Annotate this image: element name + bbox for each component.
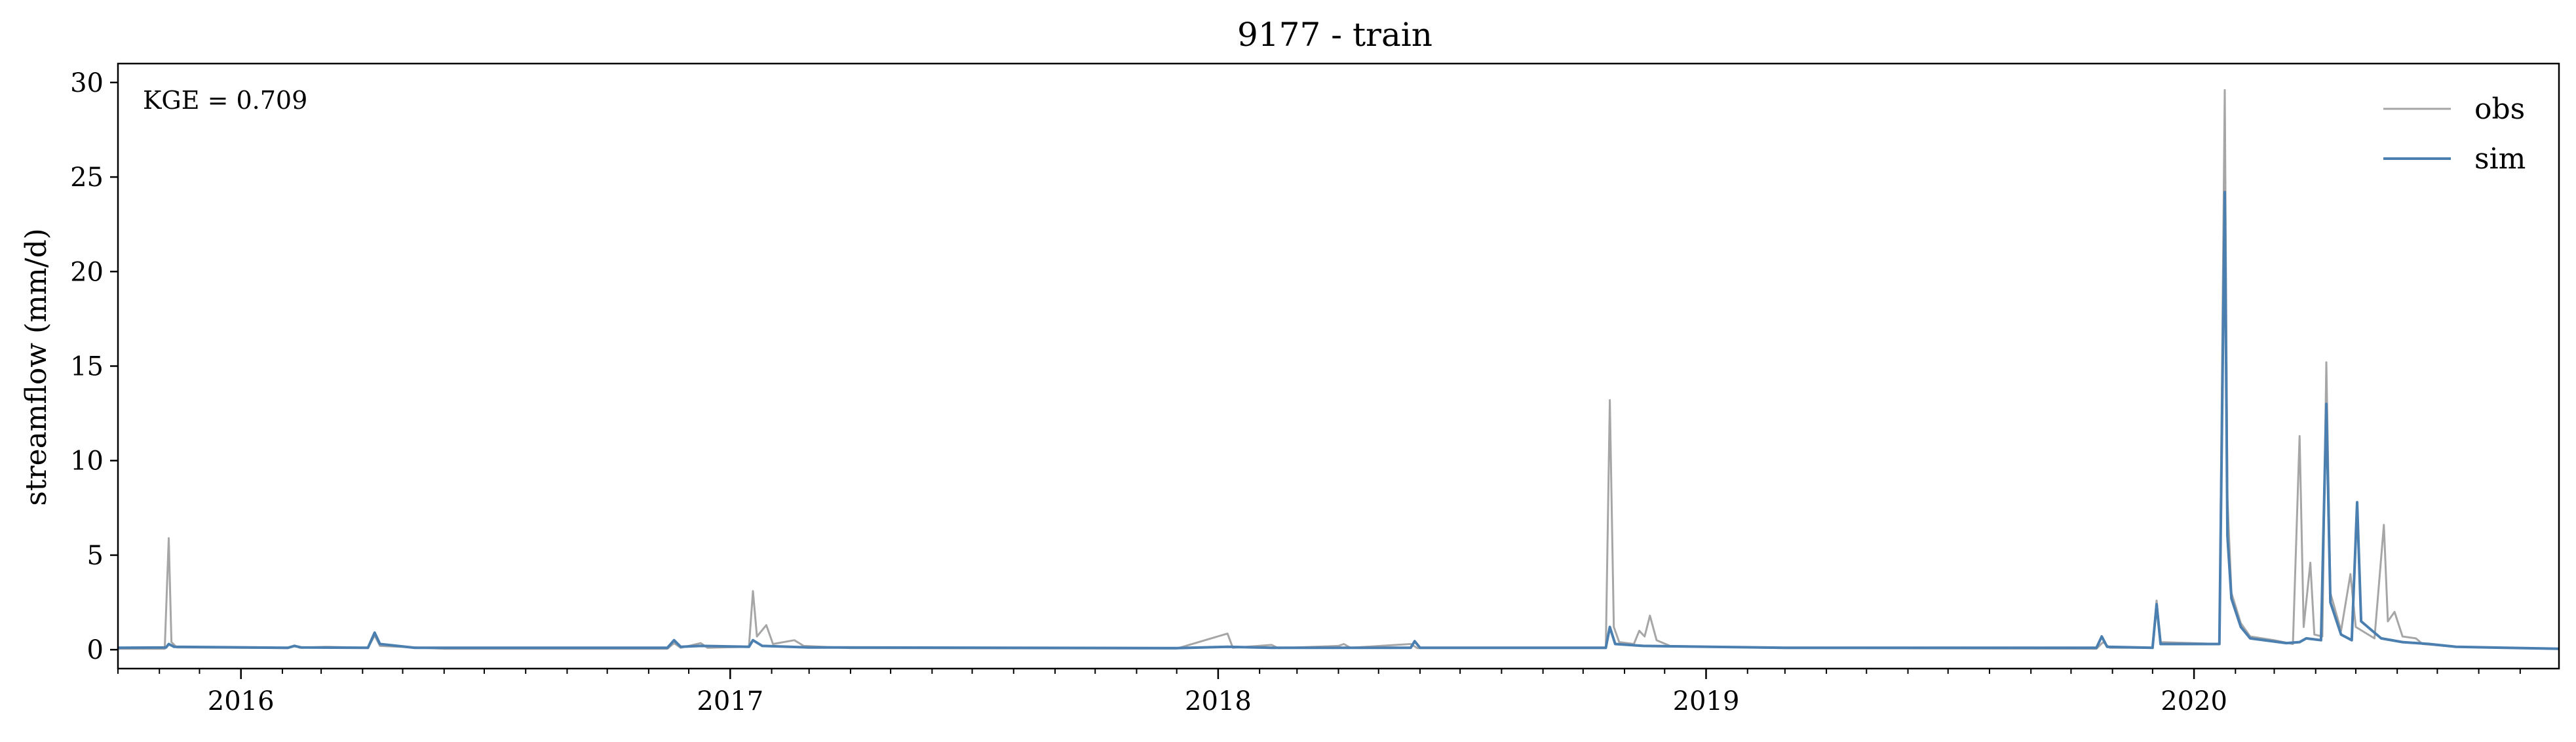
x-tick-label: 2020 [2161, 686, 2227, 716]
ticks-layer: 0 5 10 15 20 25 30 2016 2017 2018 2019 2020 [70, 68, 2521, 716]
y-tick-label: 25 [70, 163, 104, 193]
legend-label-obs: obs [2474, 92, 2525, 126]
y-tick-label: 20 [70, 257, 104, 287]
legend: obs sim [2383, 92, 2526, 176]
series-layer [117, 88, 2560, 650]
y-tick-label: 30 [70, 68, 104, 98]
x-tick-label: 2018 [1185, 686, 1252, 716]
chart-title: 9177 - train [1237, 16, 1432, 54]
y-tick-label: 10 [70, 446, 104, 477]
plot-area: 0 5 10 15 20 25 30 2016 2017 2018 2019 2020 [70, 62, 2560, 716]
y-tick-label: 0 [87, 635, 104, 665]
series-line-obs [118, 88, 2560, 650]
y-tick-label: 5 [87, 541, 104, 571]
y-tick-label: 15 [70, 352, 104, 382]
plot-frame [117, 62, 2560, 670]
x-tick-label: 2016 [208, 686, 275, 716]
x-tick-label: 2019 [1673, 686, 1740, 716]
x-tick-label: 2017 [697, 686, 763, 716]
y-axis-label: streamflow (mm/d) [20, 228, 53, 506]
series-line-sim [117, 191, 2560, 650]
legend-label-sim: sim [2474, 142, 2526, 176]
kge-annotation: KGE = 0.709 [143, 86, 307, 115]
